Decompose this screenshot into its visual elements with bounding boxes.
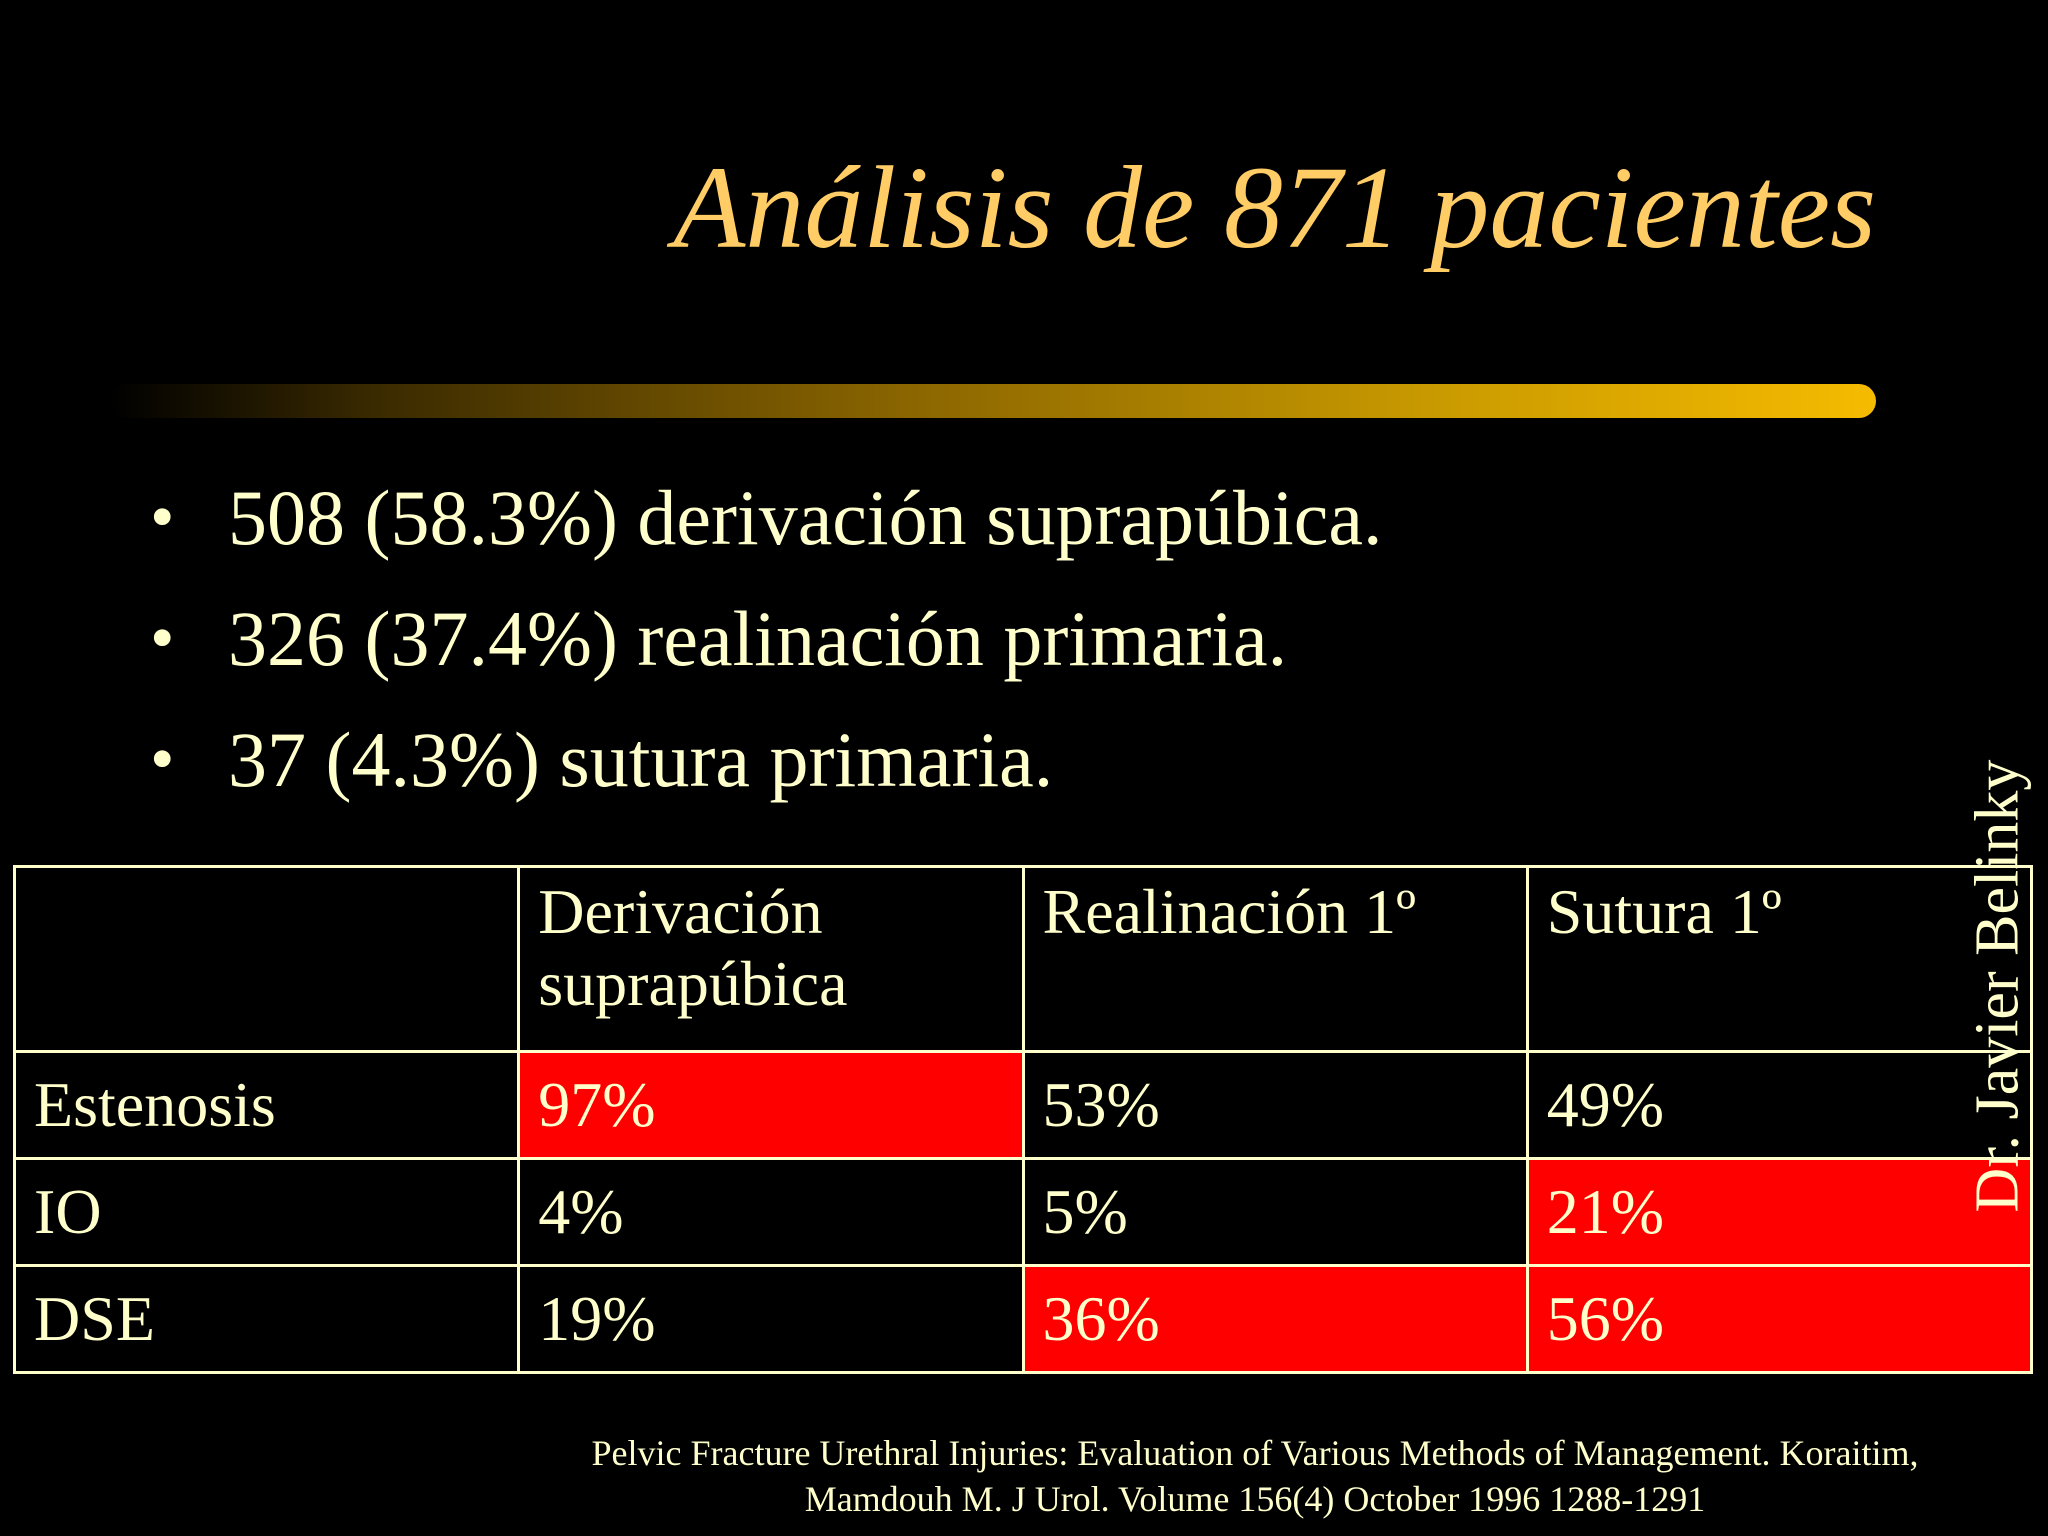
row: DSE 19% 36% 56% bbox=[12, 1264, 2034, 1374]
cell: 21% bbox=[1525, 1157, 2034, 1267]
results-table: Derivación suprapúbica Realinación 1º Su… bbox=[12, 865, 2034, 1374]
cell: 56% bbox=[1525, 1264, 2034, 1374]
citation: Pelvic Fracture Urethral Injuries: Evalu… bbox=[470, 1430, 2040, 1522]
row: IO 4% 5% 21% bbox=[12, 1157, 2034, 1267]
citation-line: Pelvic Fracture Urethral Injuries: Evalu… bbox=[591, 1433, 1919, 1473]
row-label: Estenosis bbox=[12, 1050, 521, 1160]
header-cell: Sutura 1º bbox=[1525, 865, 2034, 1053]
cell: 5% bbox=[1021, 1157, 1529, 1267]
row: Estenosis 97% 53% 49% bbox=[12, 1050, 2034, 1160]
cell: 36% bbox=[1021, 1264, 1529, 1374]
cell: 4% bbox=[517, 1157, 1025, 1267]
author: Dr. Javier Belinky bbox=[1963, 759, 2032, 1213]
bullet-list: 508 (58.3%) derivación suprapúbica. 326 … bbox=[150, 468, 1382, 831]
cell: 53% bbox=[1021, 1050, 1529, 1160]
empty-cell bbox=[12, 865, 521, 1053]
header-cell: Derivación suprapúbica bbox=[517, 865, 1025, 1053]
row-label: IO bbox=[12, 1157, 521, 1267]
title: Análisis de 871 pacientes bbox=[673, 142, 1876, 273]
header-cell: Realinación 1º bbox=[1021, 865, 1529, 1053]
header-row: Derivación suprapúbica Realinación 1º Su… bbox=[12, 865, 2034, 1053]
row-label: DSE bbox=[12, 1264, 521, 1374]
divider-bar bbox=[110, 384, 1876, 418]
bullet: 326 (37.4%) realinación primaria. bbox=[150, 589, 1382, 710]
cell: 19% bbox=[517, 1264, 1025, 1374]
cell: 97% bbox=[517, 1050, 1025, 1160]
bullet: 508 (58.3%) derivación suprapúbica. bbox=[150, 468, 1382, 589]
cell: 49% bbox=[1525, 1050, 2034, 1160]
citation-line: Mamdouh M. J Urol. Volume 156(4) October… bbox=[804, 1479, 1706, 1519]
bullet: 37 (4.3%) sutura primaria. bbox=[150, 710, 1382, 831]
